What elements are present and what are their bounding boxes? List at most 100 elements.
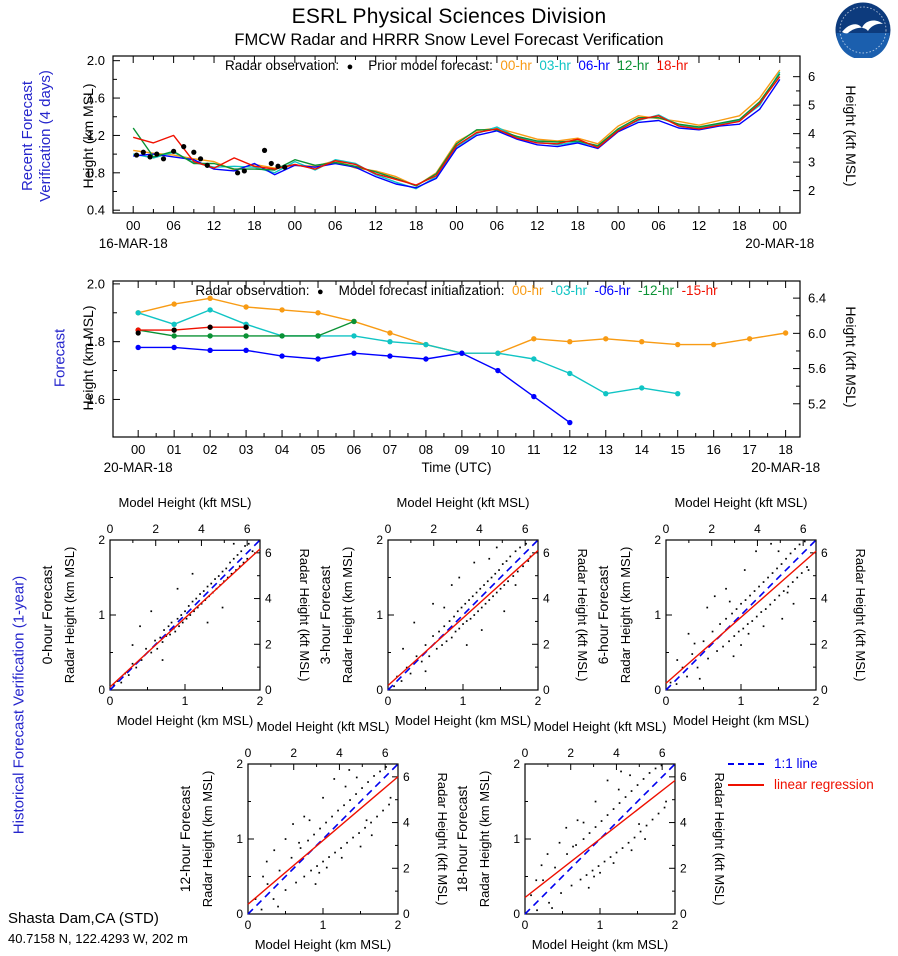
svg-text:4: 4 [336,746,343,760]
svg-text:0: 0 [376,683,383,697]
solid-line-icon [728,783,764,786]
svg-text:4: 4 [543,592,550,606]
svg-text:2: 2 [395,918,402,932]
svg-text:2: 2 [430,522,437,536]
svg-text:Radar Height (kft MSL): Radar Height (kft MSL) [575,549,590,682]
svg-text:0: 0 [821,683,828,697]
svg-text:18: 18 [409,218,423,233]
svg-text:2: 2 [152,522,159,536]
radar-observations [135,324,249,336]
svg-text:2: 2 [567,746,574,760]
svg-text:Model Height (km MSL): Model Height (km MSL) [255,937,392,952]
svg-text:Radar observation: ● Prior: Radar observation: ● Prior model forecas… [225,58,688,73]
svg-text:5.6: 5.6 [808,361,826,376]
svg-text:12: 12 [207,218,221,233]
svg-text:6: 6 [808,69,815,84]
axes [112,280,801,438]
axes [247,763,399,915]
noaa-logo-ring [839,6,887,54]
svg-text:0: 0 [513,907,520,921]
axes [112,55,801,214]
station-name: Shasta Dam,CA (STD) [8,910,159,927]
page-title: ESRL Physical Sciences Division [291,5,607,28]
one-to-one-line [247,763,399,915]
svg-text:2: 2 [813,694,820,708]
series--03-hr [135,307,681,397]
svg-text:4: 4 [198,522,205,536]
svg-text:Radar observation: ● Model: Radar observation: ● Model forecast init… [195,283,718,298]
svg-text:13: 13 [599,442,613,457]
svg-text:2.0: 2.0 [87,276,105,291]
svg-text:1: 1 [513,832,520,846]
svg-text:20-MAR-18: 20-MAR-18 [745,236,814,251]
svg-text:Model Height (kft MSL): Model Height (kft MSL) [534,719,667,734]
svg-text:0: 0 [663,522,670,536]
svg-text:6.0: 6.0 [808,326,826,341]
svg-text:03: 03 [239,442,253,457]
svg-text:Radar Height (km MSL): Radar Height (km MSL) [200,771,215,908]
noaa-seagull-icon [842,20,883,34]
one-to-one-line [387,539,539,691]
svg-text:00: 00 [773,218,787,233]
svg-text:2: 2 [403,861,410,875]
svg-text:6: 6 [680,770,687,784]
svg-text:Time (UTC): Time (UTC) [422,460,492,475]
svg-text:6: 6 [659,746,666,760]
svg-text:1: 1 [738,694,745,708]
svg-text:0: 0 [98,683,105,697]
series-18-hr [133,76,781,186]
svg-text:1.6: 1.6 [87,91,105,106]
svg-text:0: 0 [107,522,114,536]
regression-line [109,548,261,688]
svg-text:10: 10 [491,442,505,457]
svg-text:20-MAR-18: 20-MAR-18 [104,460,173,475]
svg-text:4: 4 [808,126,815,141]
svg-text:0: 0 [522,746,529,760]
regression-line [247,776,399,905]
svg-text:6: 6 [800,522,807,536]
svg-text:07: 07 [383,442,397,457]
svg-text:Model Height (km MSL): Model Height (km MSL) [673,713,810,728]
svg-text:Radar Height (km MSL): Radar Height (km MSL) [62,547,77,684]
svg-text:06: 06 [328,218,342,233]
legend-row-regression: linear regression [727,774,874,795]
svg-text:09: 09 [455,442,469,457]
svg-text:Radar Height (km MSL): Radar Height (km MSL) [340,547,355,684]
svg-text:12: 12 [692,218,706,233]
svg-text:0: 0 [543,683,550,697]
svg-text:6: 6 [821,546,828,560]
svg-text:Model Height (kft MSL): Model Height (kft MSL) [675,495,808,510]
axis-tick-labels: 00 06 12 18 00 06 12 18 00 06 12 18 00 06 12 18 00 0.4 0.8… [87,53,815,251]
svg-text:0: 0 [403,907,410,921]
svg-text:0: 0 [663,694,670,708]
svg-text:08: 08 [419,442,433,457]
dashed-line-icon [728,762,764,765]
series--06-hr [135,344,573,426]
axes [109,539,261,691]
recent-verification-chart: 00 06 12 18 00 06 12 18 00 06 12 18 00 06 12 18 00 0.4 0.8… [87,53,815,251]
svg-text:0: 0 [236,907,243,921]
series--12-hr [135,318,357,339]
page-subtitle: FMCW Radar and HRRR Snow Level Forecast … [234,31,664,49]
svg-text:06: 06 [347,442,361,457]
svg-text:0: 0 [245,918,252,932]
svg-text:2: 2 [808,183,815,198]
legend-regression-label: linear regression [774,777,874,792]
svg-text:Model Height (km MSL): Model Height (km MSL) [117,713,254,728]
svg-text:02: 02 [203,442,217,457]
svg-text:0: 0 [265,683,272,697]
svg-text:1: 1 [320,918,327,932]
svg-text:18-hour Forecast: 18-hour Forecast [454,786,470,893]
svg-text:1: 1 [182,694,189,708]
svg-text:3: 3 [808,155,815,170]
svg-text:12: 12 [563,442,577,457]
svg-text:01: 01 [167,442,181,457]
svg-text:2: 2 [672,918,679,932]
axes [524,763,676,915]
svg-text:1: 1 [236,832,243,846]
